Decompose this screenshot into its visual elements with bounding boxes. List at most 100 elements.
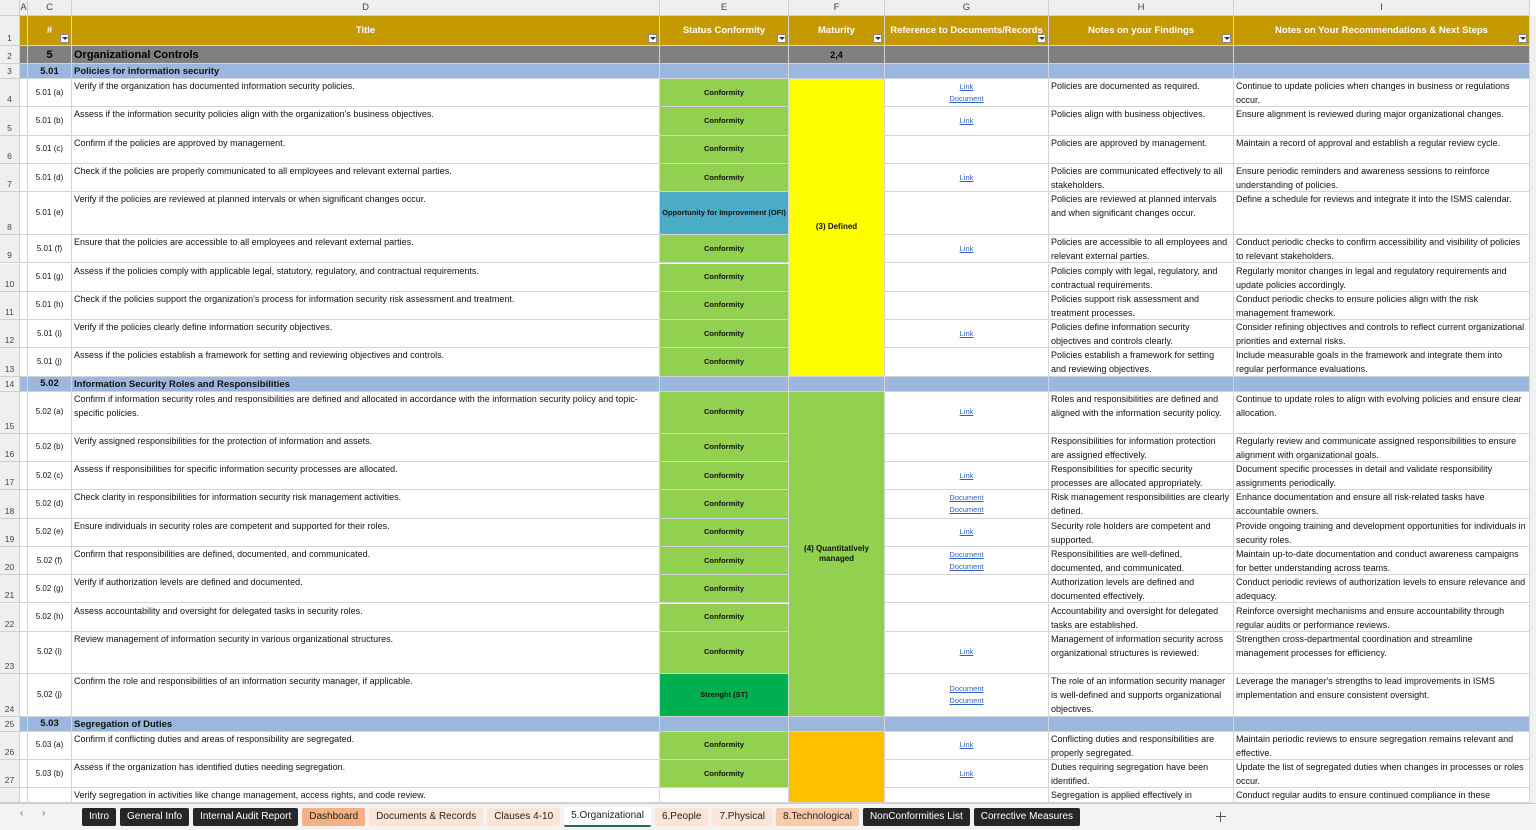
- filter-button[interactable]: [1037, 34, 1046, 43]
- tab-scroll-right[interactable]: ›: [42, 808, 46, 819]
- item-title: Verify if the policies clearly define in…: [72, 320, 660, 349]
- reference-link[interactable]: Link: [959, 647, 974, 657]
- maturity-text: (4) Quantitatively managed: [804, 543, 869, 563]
- finding-note: Responsibilities for specific security p…: [1049, 462, 1234, 491]
- maturity-text: (3) Defined: [815, 222, 858, 232]
- cell: [20, 163, 28, 193]
- reference-link[interactable]: Link: [959, 470, 974, 480]
- row-number: 10: [0, 263, 20, 292]
- reference-link[interactable]: Link: [959, 407, 974, 417]
- filter-button[interactable]: [648, 34, 657, 43]
- recommendation-note: Conduct periodic reviews of authorizatio…: [1234, 575, 1530, 604]
- recommendation-note: Update the list of segregated duties whe…: [1234, 760, 1530, 789]
- finding-note: Conflicting duties and responsibilities …: [1049, 731, 1234, 761]
- status-cell: Conformity: [660, 575, 789, 604]
- sheet-tab[interactable]: 6.People: [654, 808, 709, 826]
- recommendation-note: Leverage the manager's strengths to lead…: [1234, 673, 1530, 717]
- item-title: Verify assigned responsibilities for the…: [72, 433, 660, 462]
- row-number: 17: [0, 462, 20, 491]
- cell: [20, 673, 28, 717]
- item-id-text: 5.02 (i): [37, 647, 62, 657]
- header-cell: Maturity: [789, 16, 885, 46]
- cell: [20, 291, 28, 321]
- item-id-text: 5.02 (a): [35, 407, 64, 417]
- recommendation-note: Consider refining objectives and control…: [1234, 320, 1530, 349]
- header-cell: [20, 16, 28, 46]
- reference-link[interactable]: Document: [949, 549, 984, 559]
- item-id: 5.01 (e): [28, 192, 72, 236]
- status-text: Conformity: [704, 647, 744, 657]
- reference-link[interactable]: Link: [959, 768, 974, 778]
- filter-button[interactable]: [777, 34, 786, 43]
- finding-note: Authorization levels are defined and doc…: [1049, 575, 1234, 604]
- finding-note: Policies are documented as required.: [1049, 79, 1234, 108]
- finding-note: Policies are accessible to all employees…: [1049, 235, 1234, 264]
- filter-button[interactable]: [1222, 34, 1231, 43]
- item-id: 5.02 (b): [28, 433, 72, 462]
- reference-link[interactable]: Document: [949, 93, 984, 103]
- reference-link[interactable]: Link: [959, 81, 974, 91]
- header-cell: Title: [72, 16, 660, 46]
- add-sheet-button[interactable]: [1216, 812, 1227, 822]
- sheet-tab[interactable]: Documents & Records: [369, 808, 484, 826]
- reference-link[interactable]: Link: [959, 328, 974, 338]
- filter-button[interactable]: [873, 34, 882, 43]
- sheet-tab[interactable]: 7.Physical: [712, 808, 773, 826]
- finding-note: Security role holders are competent and …: [1049, 518, 1234, 547]
- recommendation-note: Enhance documentation and ensure all ris…: [1234, 490, 1530, 519]
- row-number: 16: [0, 433, 20, 462]
- reference-link[interactable]: Link: [959, 243, 974, 253]
- item-id: 5.02 (d): [28, 490, 72, 519]
- reference-link[interactable]: Link: [959, 740, 974, 750]
- group-cell: [20, 46, 28, 64]
- reference-link[interactable]: Document: [949, 492, 984, 502]
- item-id-text: 5.02 (j): [37, 689, 62, 699]
- status-text: Conformity: [704, 768, 744, 778]
- item-id: 5.02 (a): [28, 391, 72, 434]
- sheet-tab[interactable]: Clauses 4-10: [487, 808, 561, 826]
- tab-scroll-left[interactable]: ‹: [20, 808, 24, 819]
- sheet-tab[interactable]: NonConformities List: [862, 808, 970, 826]
- row-number: 1: [0, 16, 20, 46]
- sheet-tab[interactable]: 5.Organizational: [564, 807, 651, 827]
- row-number: 9: [0, 235, 20, 264]
- status-text: Conformity: [704, 555, 744, 565]
- reference-link[interactable]: Document: [949, 695, 984, 705]
- reference-cell: Link: [885, 631, 1049, 674]
- sheet-tab[interactable]: Internal Audit Report: [193, 808, 299, 826]
- reference-link[interactable]: Document: [949, 504, 984, 514]
- reference-link[interactable]: Document: [949, 561, 984, 571]
- recommendation-note: Strengthen cross-departmental coordinati…: [1234, 631, 1530, 674]
- reference-link[interactable]: Document: [949, 683, 984, 693]
- reference-link[interactable]: Link: [959, 527, 974, 537]
- header-cell: Status Conformity: [660, 16, 789, 46]
- item-id: 5.01 (i): [28, 320, 72, 349]
- sheet-tab[interactable]: Dashboard: [302, 808, 366, 826]
- sheet-tab[interactable]: Corrective Measures: [973, 808, 1081, 826]
- reference-link[interactable]: Link: [959, 115, 974, 125]
- header-text: #: [46, 25, 53, 36]
- section-cell: [1049, 376, 1234, 392]
- item-id-text: 5.02 (h): [35, 612, 64, 622]
- reference-link[interactable]: Link: [959, 172, 974, 182]
- finding-note: The role of an information security mana…: [1049, 673, 1234, 717]
- filter-button[interactable]: [60, 34, 69, 43]
- reference-cell: Link: [885, 107, 1049, 136]
- item-id-text: 5.01 (f): [36, 243, 63, 253]
- status-cell: Conformity: [660, 348, 789, 377]
- sheet-tab[interactable]: General Info: [120, 808, 190, 826]
- sheet-tab[interactable]: Intro: [82, 808, 117, 826]
- row-number: 8: [0, 192, 20, 236]
- sheet-tab[interactable]: 8.Technological: [776, 808, 859, 826]
- item-id-text: 5.02 (c): [35, 470, 64, 480]
- filter-button[interactable]: [1518, 34, 1527, 43]
- finding-note: Policies are reviewed at planned interva…: [1049, 192, 1234, 236]
- recommendation-note: Conduct periodic checks to ensure polici…: [1234, 291, 1530, 321]
- cell: [20, 788, 28, 803]
- item-id: 5.01 (b): [28, 107, 72, 136]
- item-title: Assess if the policies establish a frame…: [72, 348, 660, 377]
- section-cell: [660, 376, 789, 392]
- cell: [20, 107, 28, 136]
- cell: [20, 518, 28, 547]
- item-id: [28, 788, 72, 803]
